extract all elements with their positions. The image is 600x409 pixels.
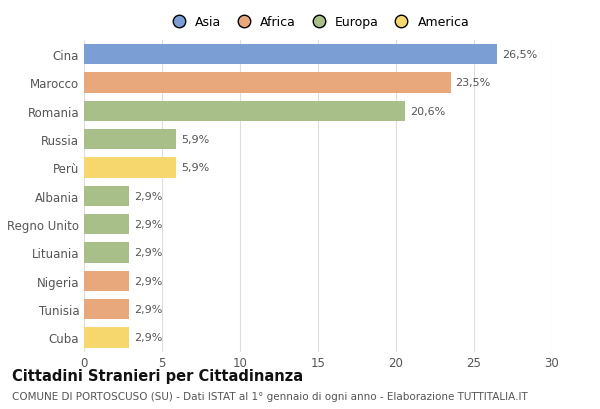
Bar (84, 101, 406, 122)
Bar (84, 130, 176, 150)
Legend: Asia, Africa, Europa, America: Asia, Africa, Europa, America (161, 11, 475, 34)
Text: Cittadini Stranieri per Cittadinanza: Cittadini Stranieri per Cittadinanza (12, 368, 303, 383)
Bar (84, 45, 497, 65)
Text: 23,5%: 23,5% (455, 78, 491, 88)
Text: 2,9%: 2,9% (134, 220, 162, 229)
Bar (84, 73, 451, 94)
Text: COMUNE DI PORTOSCUSO (SU) - Dati ISTAT al 1° gennaio di ogni anno - Elaborazione: COMUNE DI PORTOSCUSO (SU) - Dati ISTAT a… (12, 391, 528, 400)
Text: 2,9%: 2,9% (134, 276, 162, 286)
Text: 2,9%: 2,9% (134, 248, 162, 258)
Bar (84, 328, 129, 348)
Bar (84, 158, 176, 178)
Text: 2,9%: 2,9% (134, 191, 162, 201)
Text: 2,9%: 2,9% (134, 333, 162, 343)
Text: 5,9%: 5,9% (181, 163, 209, 173)
Text: 2,9%: 2,9% (134, 304, 162, 315)
Bar (84, 299, 129, 319)
Text: 20,6%: 20,6% (410, 107, 445, 117)
Bar (84, 271, 129, 291)
Text: 26,5%: 26,5% (502, 50, 538, 60)
Bar (84, 214, 129, 235)
Bar (84, 243, 129, 263)
Text: 5,9%: 5,9% (181, 135, 209, 145)
Bar (84, 186, 129, 207)
